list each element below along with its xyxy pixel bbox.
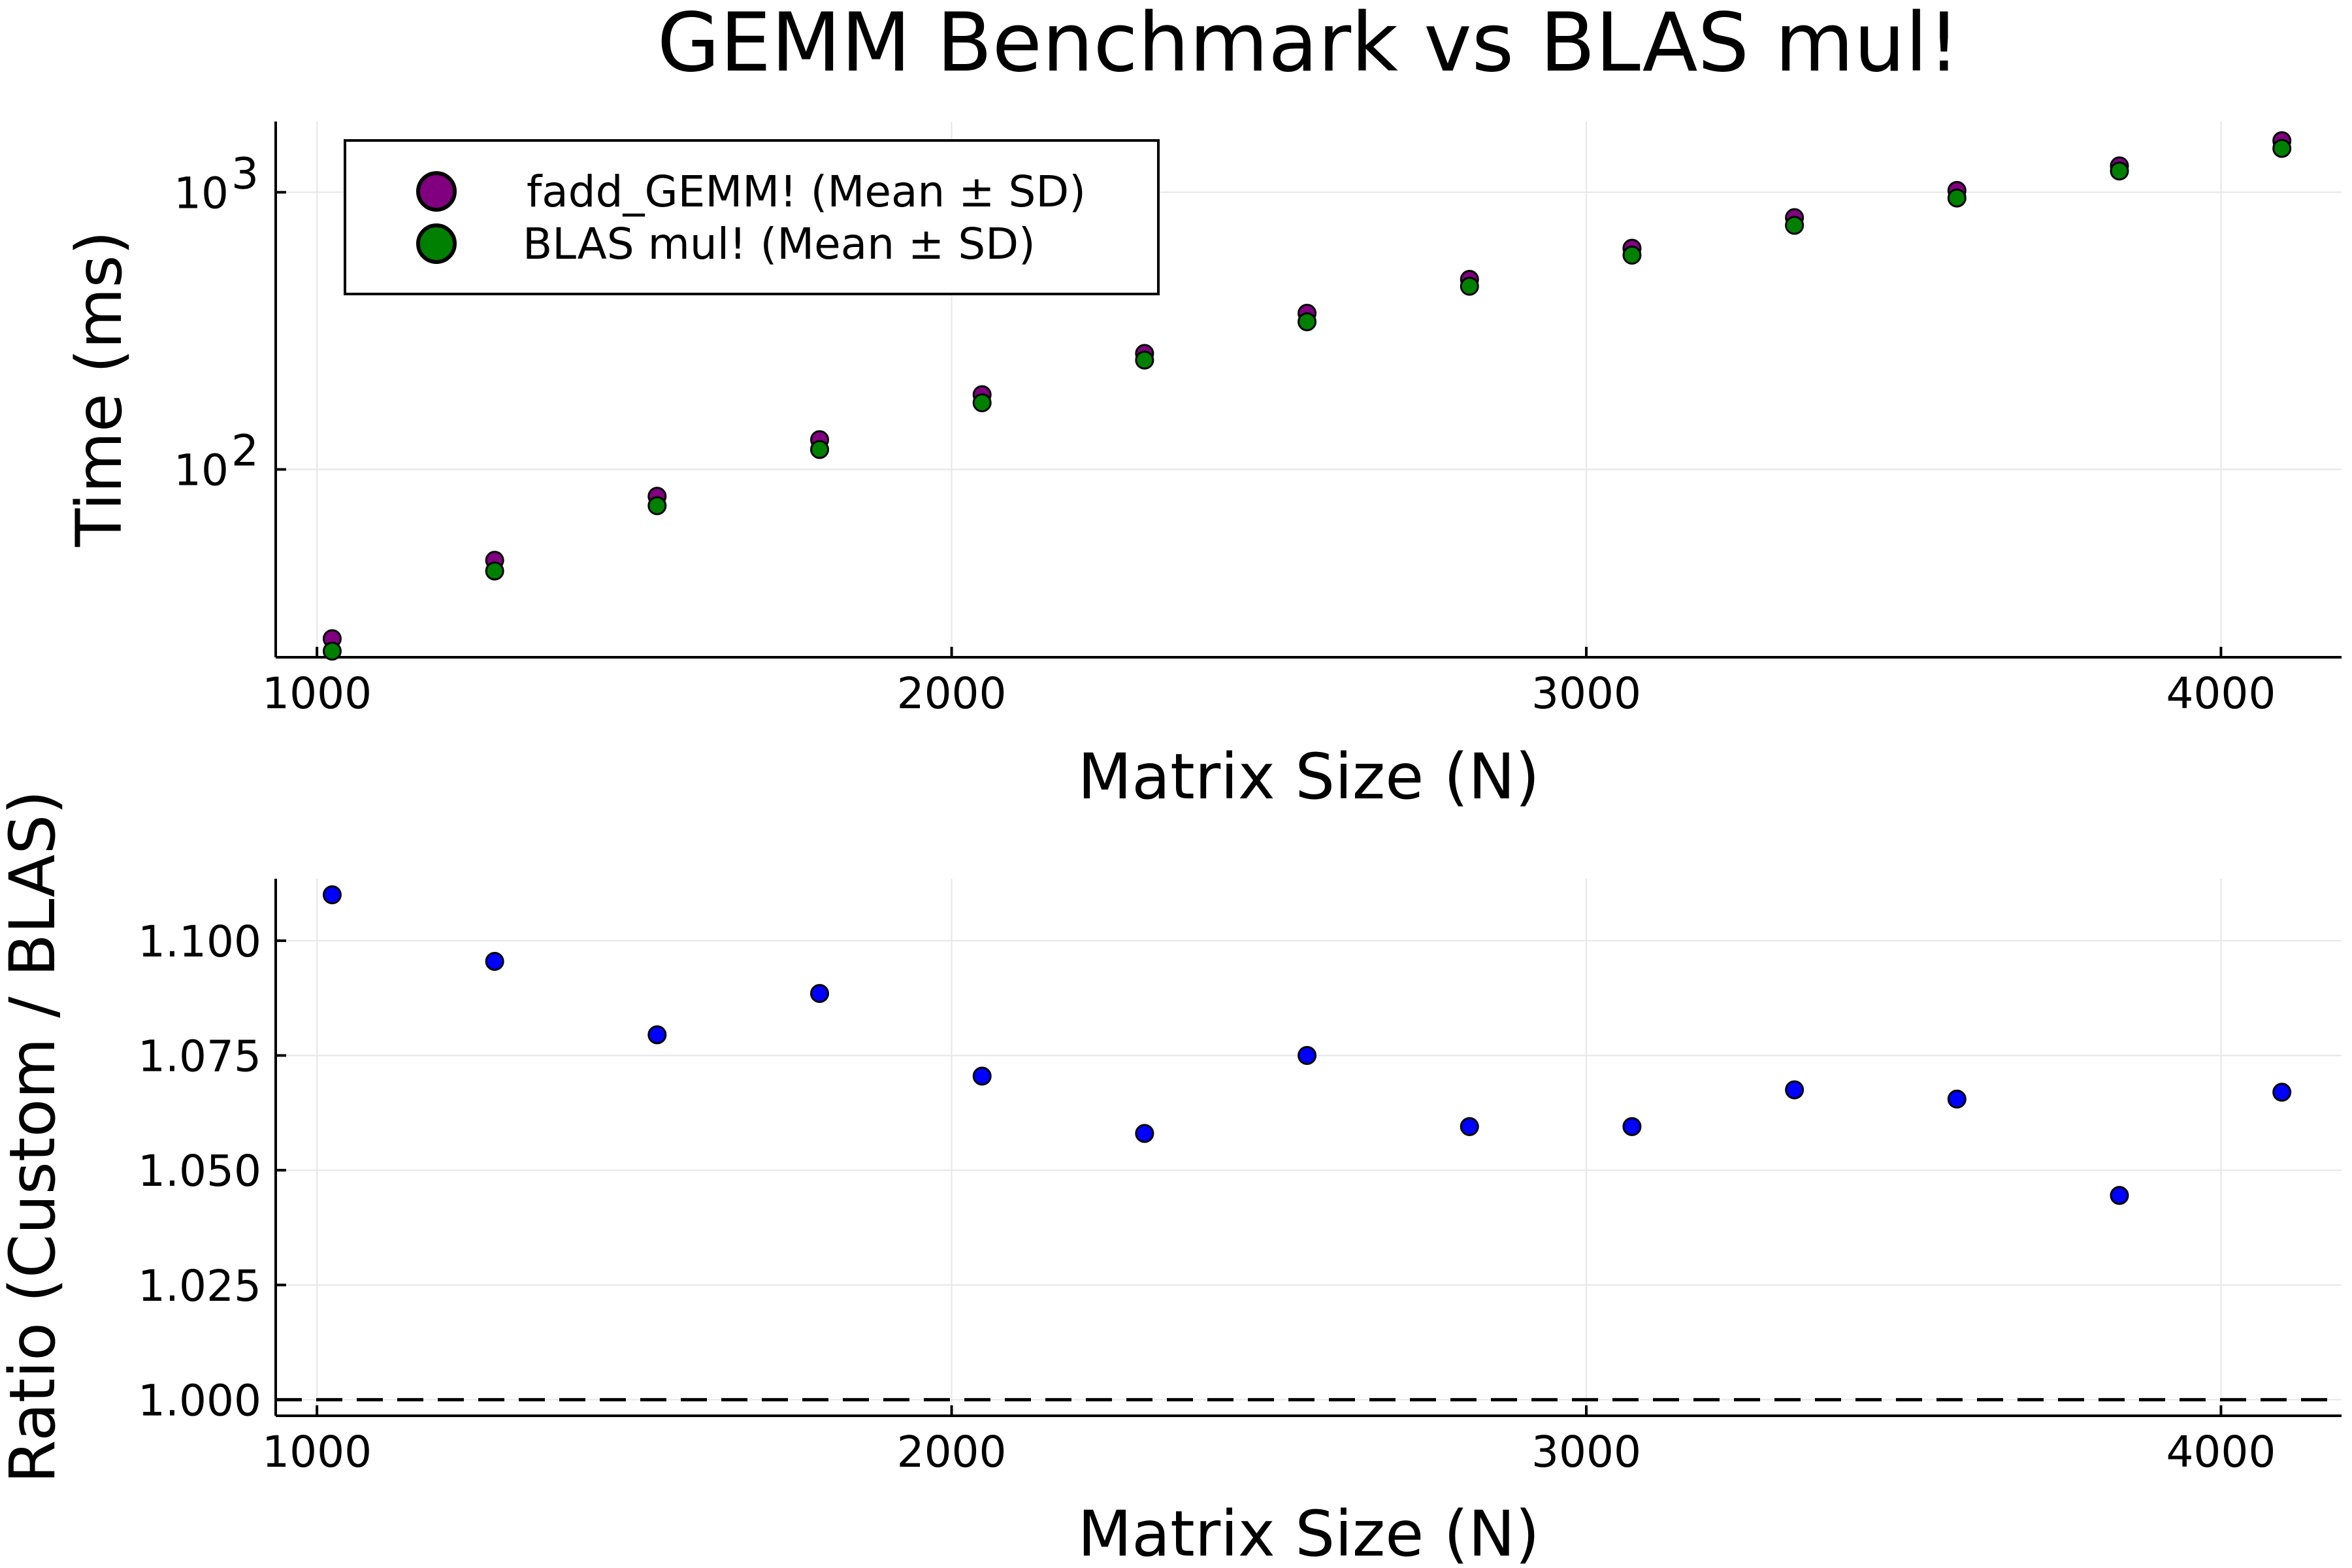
top-series-1-point [972,393,992,412]
time-panel: Matrix Size (N) Time (ms) 1000 2000 3000 40… [63,122,2342,813]
legend-box [344,139,1160,295]
top-y-tick-exponent: 2 [231,425,259,476]
bottom-y-tick-label: 1.050 [138,1146,261,1196]
bottom-series-0-point [1622,1117,1642,1136]
legend-marker-1 [416,223,457,264]
bottom-series-0-point [322,885,342,905]
top-series-1-point [2110,161,2129,181]
bottom-y-tick-label: 1.025 [138,1261,261,1311]
bottom-series-0-point [2272,1083,2292,1102]
bottom-y-tick-label: 1.100 [138,917,261,967]
top-series-1-point [1947,188,1967,208]
top-series-1-point [485,561,504,581]
bottom-series-0-point [810,984,830,1004]
top-series-1-point [1298,312,1317,331]
top-y-axis-label: Time (ms) [63,231,136,547]
bottom-series-0-point [1785,1080,1805,1100]
bottom-x-tick-label: 4000 [2166,1427,2276,1477]
bottom-y-tick-label: 1.000 [138,1375,261,1426]
top-series-1-point [1622,246,1642,265]
bottom-y-axis-label: Ratio (Custom / BLAS) [0,790,69,1483]
top-series-1-point [1135,350,1154,370]
bottom-series-0-point [647,1025,667,1045]
top-x-tick-label: 4000 [2166,668,2276,719]
top-x-tick-label: 2000 [897,668,1007,719]
legend-label-1: BLAS mul! (Mean ± SD) [523,219,1036,269]
bottom-x-axis-label: Matrix Size (N) [1077,1497,1539,1568]
top-x-tick-label: 1000 [262,668,372,719]
top-series-1-point [322,642,342,661]
bottom-series-0-point [1460,1117,1479,1136]
bottom-series-0-point [1947,1089,1967,1109]
top-series-1-point [810,440,830,459]
bottom-y-tick-label: 1.075 [138,1031,261,1081]
top-y-tick-label: 10 [174,445,229,495]
top-x-axis-label: Matrix Size (N) [1077,740,1539,813]
bottom-series-0-point [1298,1045,1317,1065]
chart-title: GEMM Benchmark vs BLAS mul! [657,0,1960,90]
bottom-x-tick-label: 1000 [262,1427,372,1477]
legend-label-0: fadd_GEMM! (Mean ± SD) [527,167,1086,217]
bottom-series-0-point [2110,1186,2129,1205]
bottom-series-0-point [485,951,504,971]
top-x-tick-label: 3000 [1531,668,1641,719]
bottom-x-tick-label: 2000 [897,1427,1007,1477]
bottom-x-tick-label: 3000 [1531,1427,1641,1477]
top-series-1-point [1785,216,1805,235]
top-series-1-point [647,496,667,515]
top-series-1-point [1460,276,1479,296]
top-y-tick-label: 10 [174,168,229,218]
bottom-series-0-point [972,1066,992,1086]
legend-marker-0 [416,171,457,212]
ratio-panel: Matrix Size (N) Ratio (Custom / BLAS) 10… [0,790,2342,1568]
bottom-series-0-point [1135,1124,1154,1143]
top-y-tick-exponent: 3 [231,148,259,199]
top-series-1-point [2272,139,2292,158]
